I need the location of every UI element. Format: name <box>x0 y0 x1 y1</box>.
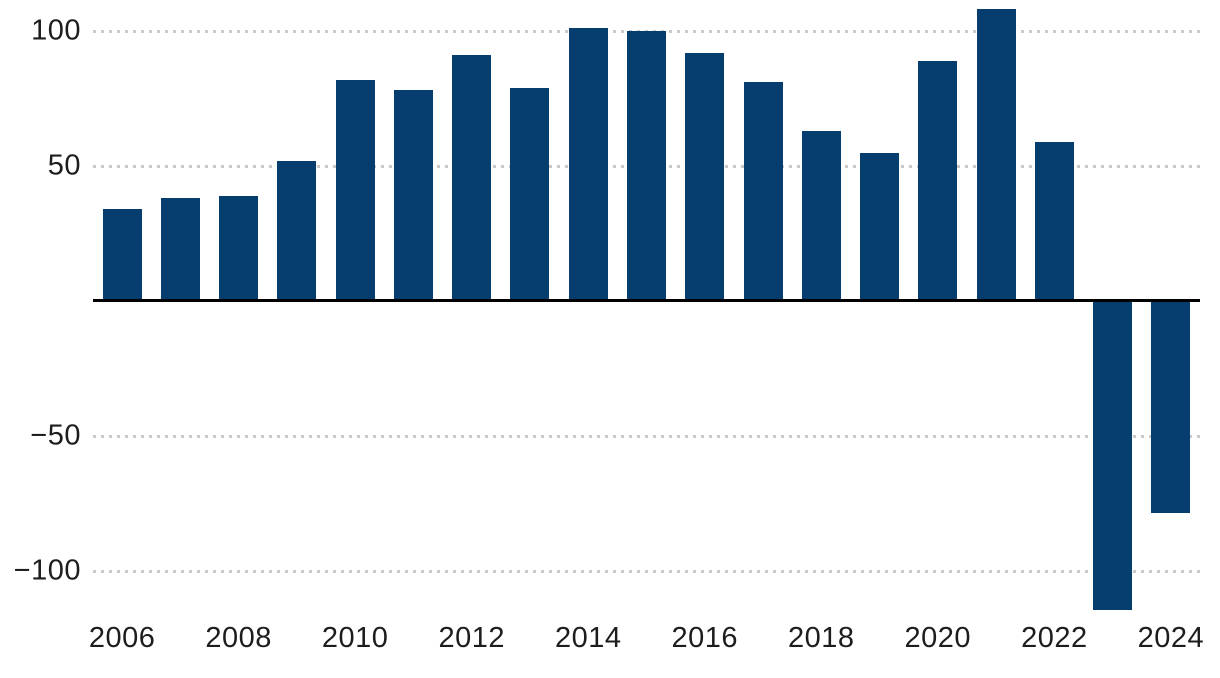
x-tick-label-2008: 2008 <box>205 622 272 654</box>
bar-2024 <box>1151 302 1191 513</box>
bar-2021 <box>976 9 1016 301</box>
y-tick-label-50: 50 <box>47 149 81 182</box>
bar-2014 <box>568 28 608 301</box>
bar-2022 <box>1034 141 1074 301</box>
x-axis-line <box>93 299 1200 302</box>
x-tick-label-2018: 2018 <box>788 622 855 654</box>
x-tick-label-2022: 2022 <box>1021 622 1088 654</box>
bar-2016 <box>685 52 725 301</box>
bar-2011 <box>393 90 433 301</box>
bar-2019 <box>860 152 900 301</box>
y-gridline--50 <box>93 434 1200 438</box>
x-tick-label-2014: 2014 <box>554 622 622 654</box>
x-tick-label-2006: 2006 <box>88 622 156 654</box>
bar-2015 <box>627 31 666 301</box>
bar-2012 <box>452 55 492 301</box>
bar-2006 <box>102 209 142 301</box>
bar-2008 <box>219 195 259 301</box>
y-tick-label-100: 100 <box>31 14 81 47</box>
x-tick-label-2010: 2010 <box>321 622 389 654</box>
bar-2020 <box>918 60 958 301</box>
bar-2007 <box>160 198 200 301</box>
bar-2017 <box>743 82 783 301</box>
x-tick-label-2020: 2020 <box>904 622 972 654</box>
x-tick-label-2024: 2024 <box>1137 622 1205 654</box>
bar-2013 <box>510 87 550 301</box>
bar-2009 <box>277 160 317 301</box>
bar-2023 <box>1093 302 1133 610</box>
x-tick-label-2012: 2012 <box>438 622 505 654</box>
bar-2010 <box>335 79 375 301</box>
y-gridline--100 <box>93 569 1200 573</box>
x-tick-label-2016: 2016 <box>671 622 738 654</box>
y-tick-label--50: −50 <box>30 419 81 452</box>
y-tick-label--100: −100 <box>13 554 81 587</box>
bar-2018 <box>801 130 841 301</box>
